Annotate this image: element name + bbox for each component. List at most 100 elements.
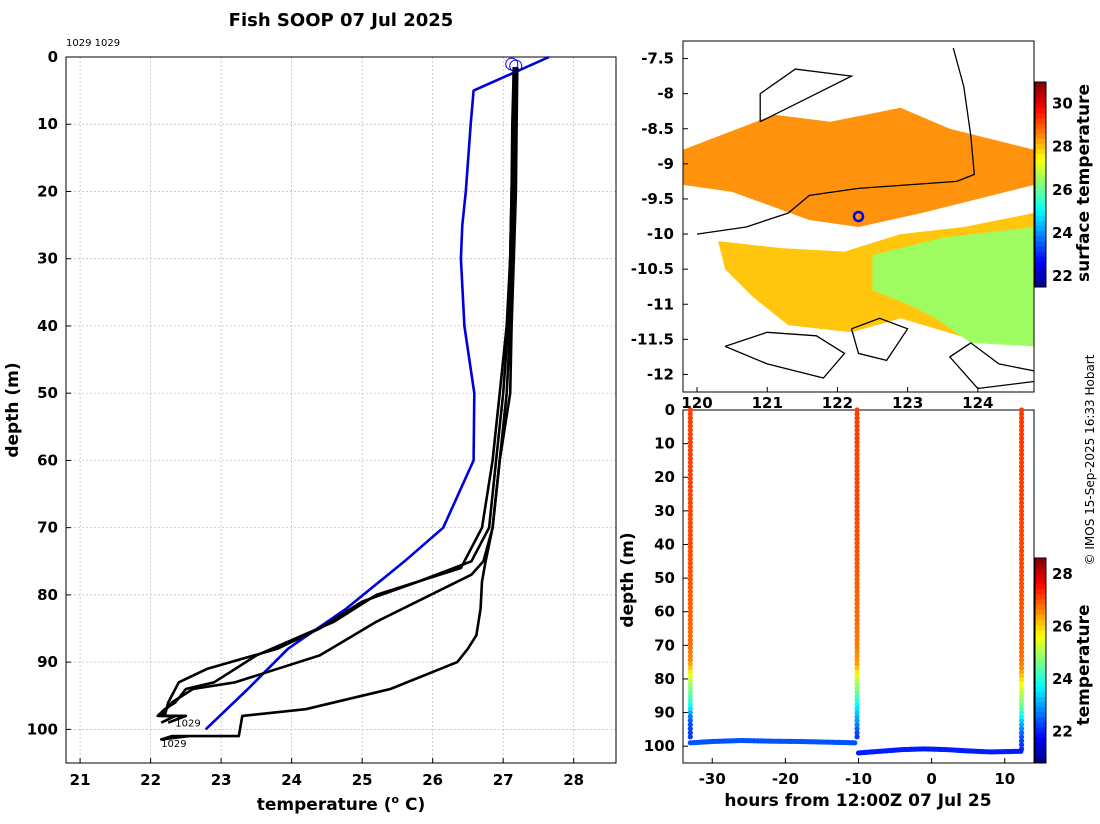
section-cast-point <box>687 488 693 494</box>
section-colorbar-segment <box>1035 696 1046 702</box>
map-colorbar-segment <box>1035 210 1046 216</box>
section-cast-point <box>854 492 860 498</box>
section-cast-point <box>1018 455 1025 462</box>
section-cast-point <box>687 459 693 466</box>
profile-ytick-label: 50 <box>37 384 58 402</box>
section-cast-point <box>687 661 693 667</box>
map-colorbar-segment <box>1035 266 1046 273</box>
section-cast-point <box>687 548 693 554</box>
section-cast-point <box>854 467 860 474</box>
map-panel: -7.5 -8 -8.5 -9 -9.5 -10 -10.5 -11 -11.5 -12 120 12… <box>631 40 1094 412</box>
section-cast-point <box>854 714 860 720</box>
section-cast-point <box>1018 536 1025 542</box>
section-ytick-label: 0 <box>665 401 675 419</box>
section-cast-point <box>687 601 693 607</box>
map-ytick-label: -11 <box>647 295 674 313</box>
section-cast-point <box>687 657 693 663</box>
section-cast-point <box>854 548 860 554</box>
section-cast-point <box>687 467 693 474</box>
section-cast-point <box>854 568 860 574</box>
section-cast-point <box>687 484 693 490</box>
profile-line-profile-3 <box>159 67 518 724</box>
section-cast-point <box>1018 528 1025 534</box>
map-colorbar-segment <box>1035 179 1046 185</box>
section-cast-point <box>854 540 860 546</box>
section-cast-point <box>1018 705 1025 712</box>
section-colorbar-segment <box>1035 747 1046 754</box>
profile-xtick-label: 23 <box>211 771 232 789</box>
section-cast-point <box>1018 492 1025 498</box>
section-colorbar-segment <box>1035 593 1046 600</box>
section-colorbar-segment <box>1035 568 1046 574</box>
section-cast-point <box>1018 508 1025 514</box>
map-colorbar-label: surface temperature <box>1074 84 1094 282</box>
section-cast-point <box>854 447 860 453</box>
section-ytick-label: 50 <box>654 569 675 587</box>
map-colorbar-segment <box>1035 92 1046 98</box>
section-colorbar-segment <box>1035 732 1046 738</box>
map-colorbar-segment <box>1035 220 1046 226</box>
section-cast-point <box>1018 423 1025 429</box>
profile-xtick-label: 22 <box>140 771 161 789</box>
section-cast-point <box>854 471 860 478</box>
section-cast-point <box>1018 500 1025 506</box>
section-cast-point <box>687 419 693 425</box>
section-cast-point <box>687 560 693 566</box>
section-cast-point <box>687 411 693 417</box>
section-cast-point <box>687 597 693 603</box>
section-cast-point <box>1018 451 1025 457</box>
profile-ytick-label: 30 <box>37 250 58 268</box>
section-cast-point <box>854 730 860 736</box>
section-cast-point <box>687 613 693 619</box>
section-ytick-label: 60 <box>654 603 675 621</box>
section-cast-point <box>854 431 860 437</box>
section-cast-point <box>854 572 860 579</box>
map-colorbar-tick: 24 <box>1052 224 1073 242</box>
map-ytick-label: -11.5 <box>631 330 674 348</box>
section-cast-point <box>687 722 693 728</box>
section-cast-point <box>1018 532 1025 538</box>
section-cast-point <box>1018 609 1025 615</box>
section-cast-point <box>687 588 693 595</box>
section-cast-point <box>687 564 693 570</box>
section-cast-point <box>687 709 693 716</box>
section-cast-point <box>687 504 693 510</box>
section-cast-point <box>1018 427 1025 433</box>
section-cast-point <box>854 726 860 732</box>
section-cast-point <box>687 730 693 736</box>
profile-axes-box <box>65 56 617 764</box>
map-colorbar-tick: 26 <box>1052 181 1073 199</box>
section-colorbar-segment <box>1035 655 1046 661</box>
section-cast-point <box>1018 613 1025 619</box>
section-cast-point <box>1018 701 1025 708</box>
profile-ytick-label: 10 <box>37 115 58 133</box>
section-cast-point <box>1018 564 1025 570</box>
section-cast-point <box>1018 592 1025 599</box>
section-cast-point <box>1018 540 1025 546</box>
section-cast-point <box>1018 431 1025 437</box>
section-cast-point <box>854 709 860 716</box>
section-cast-point <box>1018 669 1025 675</box>
map-colorbar-segment <box>1035 164 1046 170</box>
section-cast-point <box>687 641 693 647</box>
section-cast-point <box>1018 661 1025 667</box>
section-xtick-label: 10 <box>994 770 1015 788</box>
section-cast-point <box>687 443 693 449</box>
section-cast-point <box>854 536 860 542</box>
section-cast-point <box>854 633 860 639</box>
vessel-position-marker <box>852 210 865 223</box>
map-colorbar-segment <box>1035 235 1046 242</box>
map-colorbar-segment <box>1035 174 1046 180</box>
section-cast-point <box>1018 645 1025 651</box>
section-cast-point <box>854 423 860 429</box>
section-cast-point <box>687 447 693 453</box>
section-colorbar-segment <box>1035 614 1046 620</box>
section-cast-point <box>854 419 860 425</box>
profile-line-profile-4 <box>159 67 519 741</box>
section-ytick-label: 70 <box>654 636 675 654</box>
section-cast-point <box>687 423 693 429</box>
section-colorbar-segment <box>1035 563 1046 569</box>
coastline <box>850 317 909 362</box>
map-colorbar-tick: 30 <box>1052 95 1073 113</box>
